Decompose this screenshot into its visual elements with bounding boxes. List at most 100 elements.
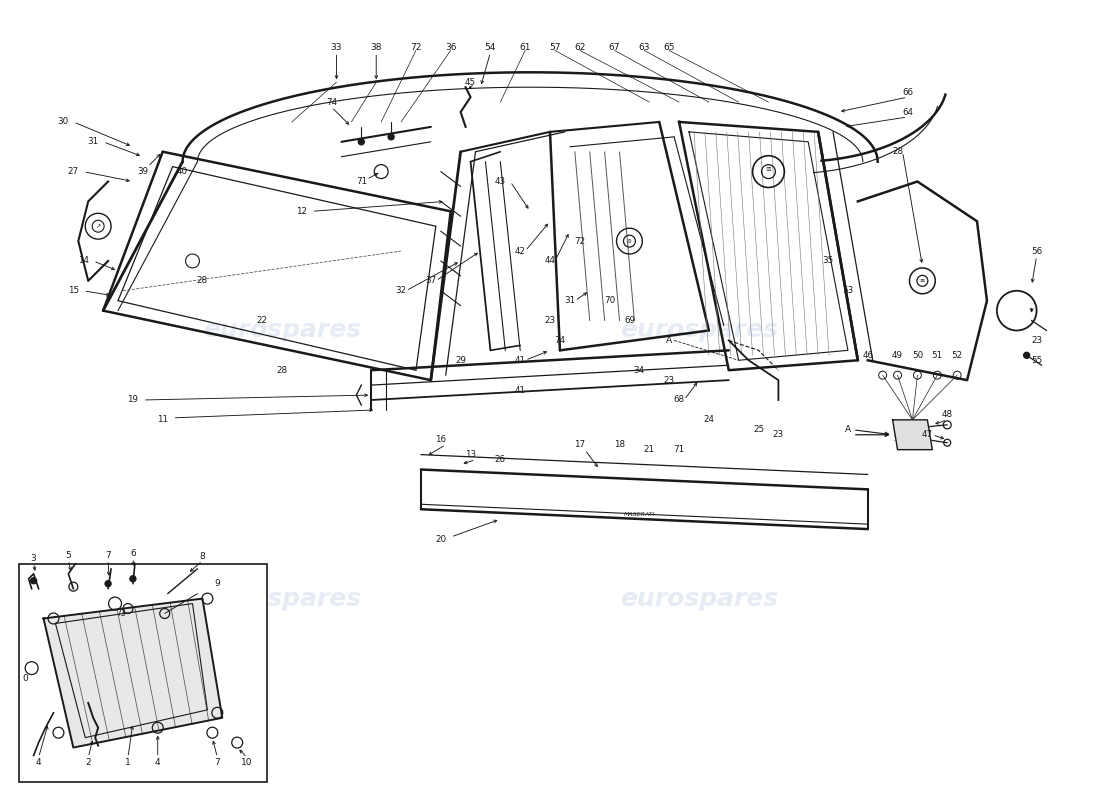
Text: MASERATI: MASERATI (624, 512, 656, 517)
Text: 64: 64 (902, 107, 913, 117)
Text: 28: 28 (892, 147, 903, 156)
Polygon shape (892, 420, 933, 450)
Text: 51: 51 (932, 351, 943, 360)
Circle shape (106, 581, 111, 586)
Text: 54: 54 (485, 43, 496, 52)
Text: 18: 18 (614, 440, 625, 449)
Text: 22: 22 (256, 316, 267, 325)
FancyBboxPatch shape (19, 564, 267, 782)
Text: 56: 56 (1031, 246, 1042, 255)
Text: 10: 10 (241, 758, 253, 767)
Text: 3: 3 (31, 554, 36, 563)
Text: 72: 72 (410, 43, 421, 52)
Text: 34: 34 (634, 366, 645, 374)
Text: 6: 6 (130, 550, 135, 558)
Text: 23: 23 (1031, 336, 1042, 345)
Text: 2: 2 (86, 758, 91, 767)
Text: 23: 23 (773, 430, 784, 439)
Text: 29: 29 (455, 356, 466, 365)
Text: 30: 30 (58, 118, 69, 126)
Text: 12: 12 (296, 207, 307, 216)
Text: 32: 32 (396, 286, 407, 295)
Text: 57: 57 (549, 43, 561, 52)
Text: 44: 44 (544, 257, 556, 266)
Text: 13: 13 (465, 450, 476, 459)
Text: 35: 35 (823, 257, 834, 266)
Text: 28: 28 (197, 276, 208, 286)
Text: A: A (667, 336, 672, 345)
Text: eurospares: eurospares (620, 318, 778, 342)
Text: 33: 33 (331, 43, 342, 52)
Text: eurospares: eurospares (202, 318, 361, 342)
Text: 67: 67 (608, 43, 620, 52)
Text: 25: 25 (754, 426, 764, 434)
Text: eurospares: eurospares (99, 666, 187, 680)
Text: 50: 50 (912, 351, 923, 360)
Text: 38: 38 (371, 43, 382, 52)
Text: 8: 8 (199, 553, 206, 562)
Circle shape (31, 578, 36, 584)
Text: 31: 31 (88, 138, 99, 146)
Text: 4: 4 (155, 758, 161, 767)
Text: ≡: ≡ (766, 166, 771, 173)
Text: 40: 40 (177, 167, 188, 176)
Text: eurospares: eurospares (620, 586, 778, 610)
Text: 39: 39 (138, 167, 148, 176)
Text: 0: 0 (23, 674, 29, 682)
Text: 17: 17 (574, 440, 585, 449)
Text: 7: 7 (214, 758, 220, 767)
Text: 73: 73 (117, 609, 125, 618)
Text: 65: 65 (663, 43, 675, 52)
Text: 71: 71 (673, 445, 684, 454)
Text: 24: 24 (703, 415, 714, 424)
Text: 11: 11 (157, 415, 168, 424)
Text: 49: 49 (892, 351, 903, 360)
Text: 71: 71 (355, 177, 367, 186)
Text: 19: 19 (128, 395, 139, 405)
Text: 27: 27 (68, 167, 79, 176)
Text: 53: 53 (843, 286, 854, 295)
Text: 20: 20 (436, 534, 447, 543)
Text: 16: 16 (436, 435, 447, 444)
Text: 46: 46 (862, 351, 873, 360)
Text: 72: 72 (574, 237, 585, 246)
Text: 9: 9 (214, 579, 220, 588)
Text: 14: 14 (78, 257, 89, 266)
Text: 21: 21 (644, 445, 654, 454)
Text: 69: 69 (624, 316, 635, 325)
Text: 5: 5 (66, 551, 72, 561)
Circle shape (359, 139, 364, 145)
Text: 23: 23 (663, 376, 674, 385)
Text: 70: 70 (604, 296, 615, 305)
Text: 41: 41 (515, 386, 526, 394)
Text: 66: 66 (902, 88, 913, 97)
Text: 37: 37 (426, 276, 437, 286)
Text: 74: 74 (326, 98, 337, 106)
Text: eurospares: eurospares (202, 586, 361, 610)
Text: 55: 55 (1031, 356, 1042, 365)
Text: 7: 7 (106, 551, 111, 561)
Text: 4: 4 (36, 758, 42, 767)
Circle shape (1024, 352, 1030, 358)
Text: 36: 36 (444, 43, 456, 52)
Text: ≡: ≡ (920, 278, 925, 282)
Text: 42: 42 (515, 246, 526, 255)
Text: 28: 28 (276, 366, 287, 374)
Text: 48: 48 (942, 410, 953, 419)
Text: 62: 62 (574, 43, 585, 52)
Circle shape (130, 576, 136, 582)
Text: 68: 68 (673, 395, 684, 405)
Text: ⚙: ⚙ (627, 238, 631, 244)
Text: 23: 23 (544, 316, 556, 325)
Text: 15: 15 (68, 286, 79, 295)
Text: ↗: ↗ (96, 224, 101, 229)
Text: 41: 41 (515, 356, 526, 365)
Text: 45: 45 (465, 78, 476, 86)
Text: 74: 74 (554, 336, 565, 345)
Text: 47: 47 (922, 430, 933, 439)
Text: 1: 1 (125, 758, 131, 767)
Text: 63: 63 (639, 43, 650, 52)
Text: 61: 61 (519, 43, 531, 52)
Text: 52: 52 (952, 351, 962, 360)
Text: 43: 43 (495, 177, 506, 186)
